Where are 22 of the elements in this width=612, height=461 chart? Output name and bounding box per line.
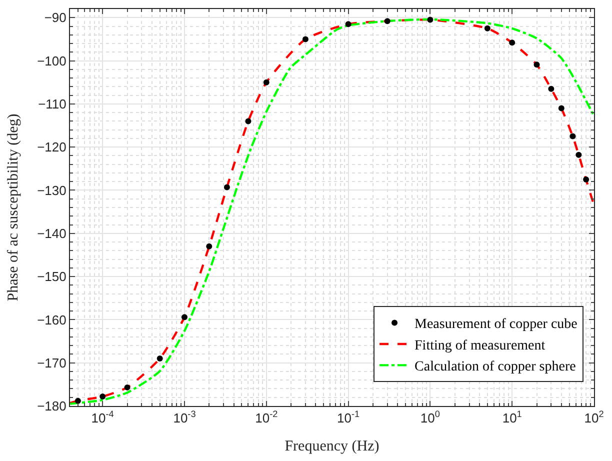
y-tick-label: −90 [44,10,66,26]
x-tick-label: 10$^{-1}$ [337,409,360,426]
y-tick-label: −100 [37,53,66,68]
x-tick-label: 10$^{-3}$ [173,409,196,426]
x-tick-label: 10$^{0}$ [420,409,440,426]
x-tick-label: 10$^{-4}$ [91,409,114,426]
y-tick-label: −180 [37,398,66,414]
y-tick-label: −170 [37,355,66,370]
y-tick-label: −110 [38,96,66,112]
x-tick-label: 10$^{-2}$ [255,409,278,426]
legend-label: Fitting of measurement [414,338,546,354]
y-tick-label: −160 [37,312,66,328]
y-tick-label: −130 [37,182,66,198]
legend-label: Calculation of copper sphere [414,360,576,375]
y-tick-label: −140 [37,226,66,241]
x-tick-label: 10$^{1}$ [502,409,522,426]
x-axis-title: Frequency (Hz) [284,438,380,455]
y-axis-title: Phase of ac susceptibility (deg) [5,114,22,302]
x-tick-label: 10$^{2}$ [584,409,604,426]
y-tick-label: −150 [37,269,66,284]
y-tick-label: −120 [37,140,66,155]
legend-label: Measurement of copper cube [414,317,578,332]
